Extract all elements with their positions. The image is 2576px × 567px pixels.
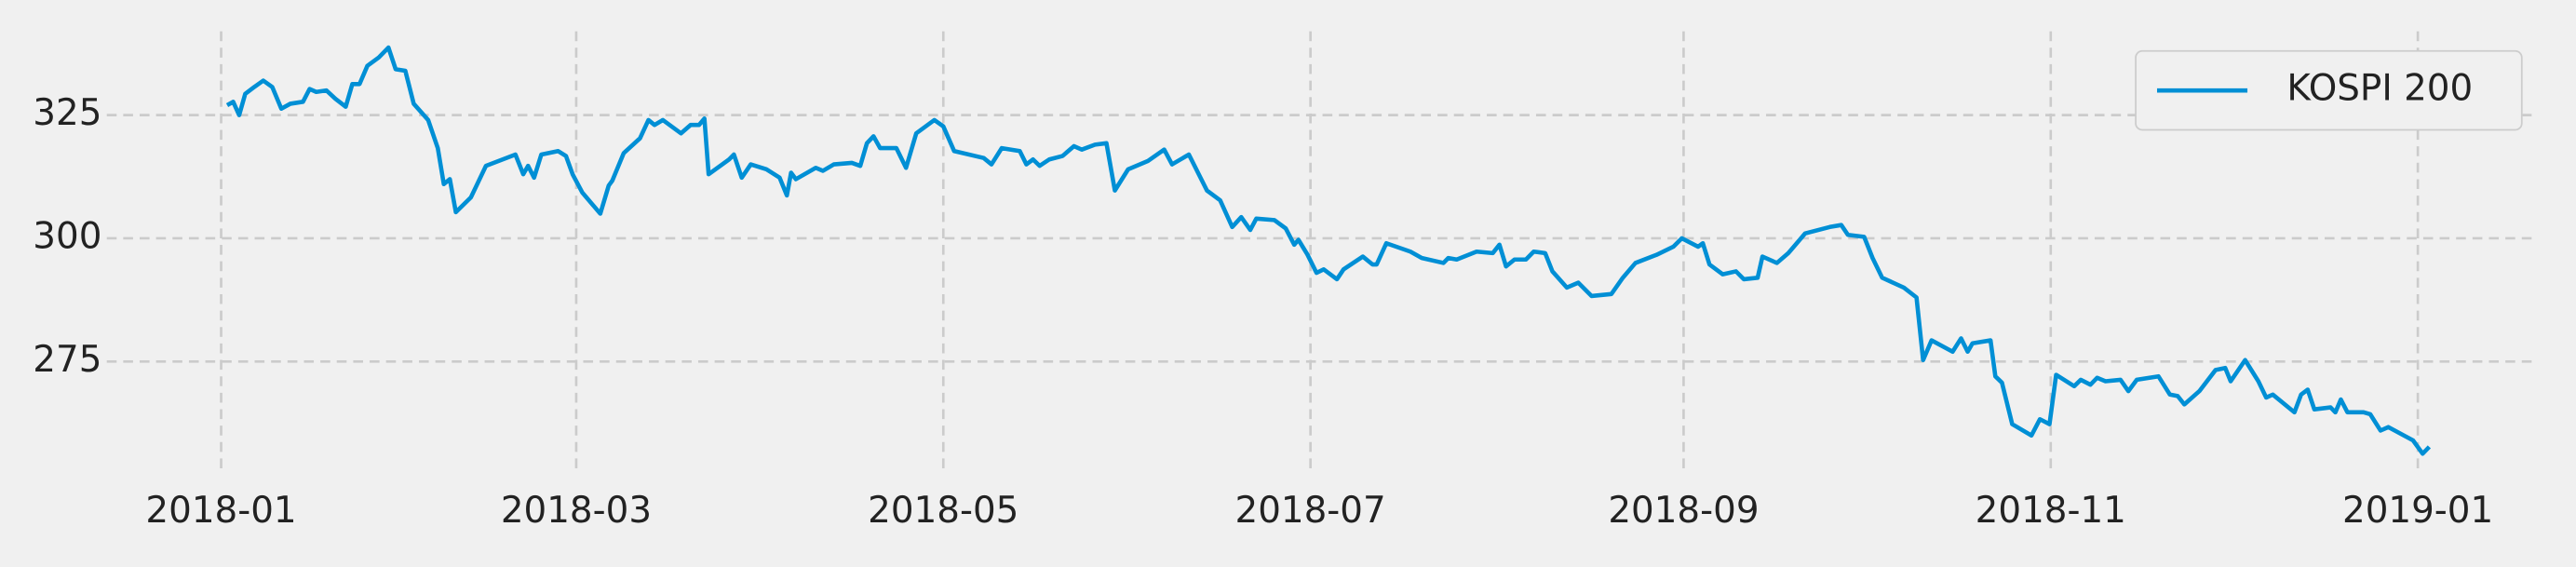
legend: KOSPI 200 — [2135, 49, 2523, 131]
x-tick-label: 2019-01 — [2342, 490, 2493, 532]
x-tick-label: 2018-07 — [1235, 490, 1386, 532]
legend-label: KOSPI 200 — [2286, 68, 2473, 110]
x-tick-label: 2018-01 — [145, 490, 296, 532]
x-tick-label: 2018-09 — [1608, 490, 1759, 532]
x-tick-label: 2018-05 — [868, 490, 1018, 532]
y-tick-label: 325 — [33, 92, 101, 134]
legend-box — [2135, 49, 2523, 131]
series-line — [225, 45, 2432, 456]
x-tick-label: 2018-03 — [501, 490, 652, 532]
y-tick-label: 300 — [33, 215, 101, 257]
x-tick-label: 2018-11 — [1976, 490, 2126, 532]
y-tick-label: 275 — [33, 339, 101, 381]
